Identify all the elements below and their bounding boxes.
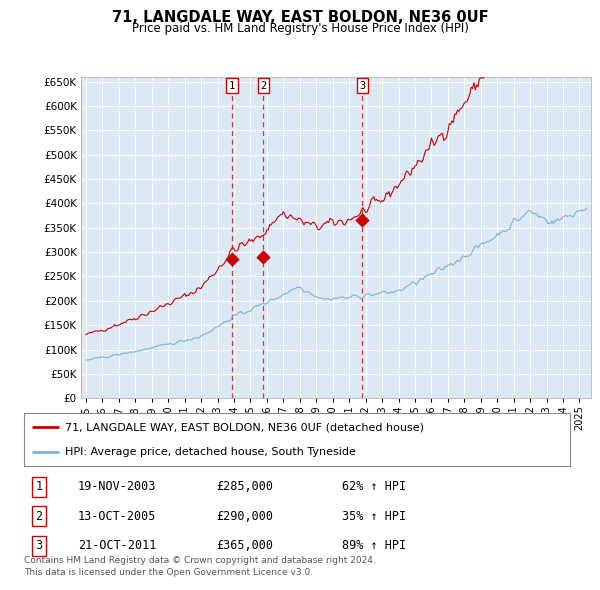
Point (259, 253, 268, 262)
Text: Price paid vs. HM Land Registry's House Price Index (HPI): Price paid vs. HM Land Registry's House … (131, 22, 469, 35)
Text: £365,000: £365,000 (216, 539, 273, 552)
Text: £285,000: £285,000 (216, 480, 273, 493)
Text: 21-OCT-2011: 21-OCT-2011 (78, 539, 157, 552)
Text: 89% ↑ HPI: 89% ↑ HPI (342, 539, 406, 552)
Text: £290,000: £290,000 (216, 510, 273, 523)
Point (227, 255, 237, 264)
Text: 3: 3 (35, 539, 43, 552)
Text: 19-NOV-2003: 19-NOV-2003 (78, 480, 157, 493)
Text: 1: 1 (229, 81, 235, 90)
Text: 13-OCT-2005: 13-OCT-2005 (78, 510, 157, 523)
Text: 2: 2 (35, 510, 43, 523)
Text: 2: 2 (260, 81, 266, 90)
Text: 3: 3 (359, 81, 365, 90)
Text: 62% ↑ HPI: 62% ↑ HPI (342, 480, 406, 493)
Text: 35% ↑ HPI: 35% ↑ HPI (342, 510, 406, 523)
Point (358, 216, 367, 225)
Text: This data is licensed under the Open Government Licence v3.0.: This data is licensed under the Open Gov… (24, 568, 313, 577)
Text: Contains HM Land Registry data © Crown copyright and database right 2024.: Contains HM Land Registry data © Crown c… (24, 556, 376, 565)
Text: 71, LANGDALE WAY, EAST BOLDON, NE36 0UF: 71, LANGDALE WAY, EAST BOLDON, NE36 0UF (112, 10, 488, 25)
Text: 1: 1 (35, 480, 43, 493)
Text: HPI: Average price, detached house, South Tyneside: HPI: Average price, detached house, Sout… (65, 447, 356, 457)
Text: 71, LANGDALE WAY, EAST BOLDON, NE36 0UF (detached house): 71, LANGDALE WAY, EAST BOLDON, NE36 0UF … (65, 422, 424, 432)
